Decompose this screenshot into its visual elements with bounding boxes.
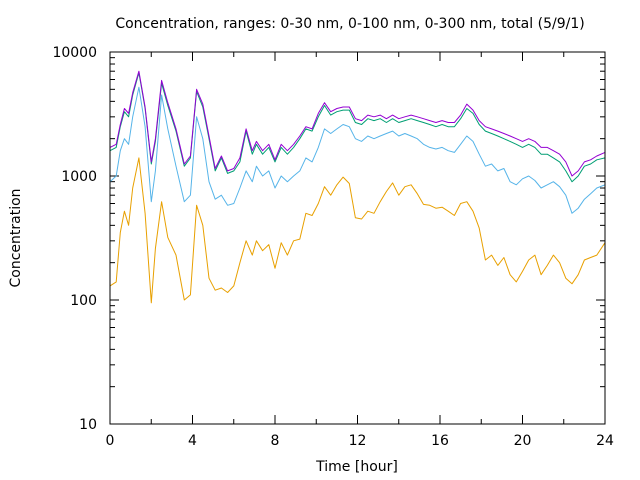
x-tick-label: 24: [596, 433, 614, 449]
series-line-3: [109, 70, 606, 177]
y-tick-label: 10: [79, 417, 97, 433]
series-line-0: [109, 157, 606, 304]
series-line-1: [109, 86, 606, 214]
y-tick-label: 1000: [61, 169, 97, 185]
x-tick-label: 20: [514, 433, 532, 449]
x-tick-label: 16: [431, 433, 449, 449]
x-tick-label: 8: [271, 433, 280, 449]
x-tick-label: 0: [106, 433, 115, 449]
y-tick-label: 100: [70, 293, 97, 309]
plot-frame: [109, 51, 606, 425]
y-tick-label: 10000: [52, 45, 97, 61]
x-axis-label: Time [hour]: [315, 459, 398, 475]
series-line-2: [109, 72, 606, 183]
chart-title: Concentration, ranges: 0-30 nm, 0-100 nm…: [115, 16, 584, 32]
y-axis-label: Concentration: [8, 188, 24, 287]
x-tick-label: 4: [188, 433, 197, 449]
x-tick-label: 12: [349, 433, 367, 449]
series-group: [109, 70, 606, 304]
axis-ticks: 0 4 8 12 16 20 24 10 100 1000 10000: [52, 45, 614, 449]
